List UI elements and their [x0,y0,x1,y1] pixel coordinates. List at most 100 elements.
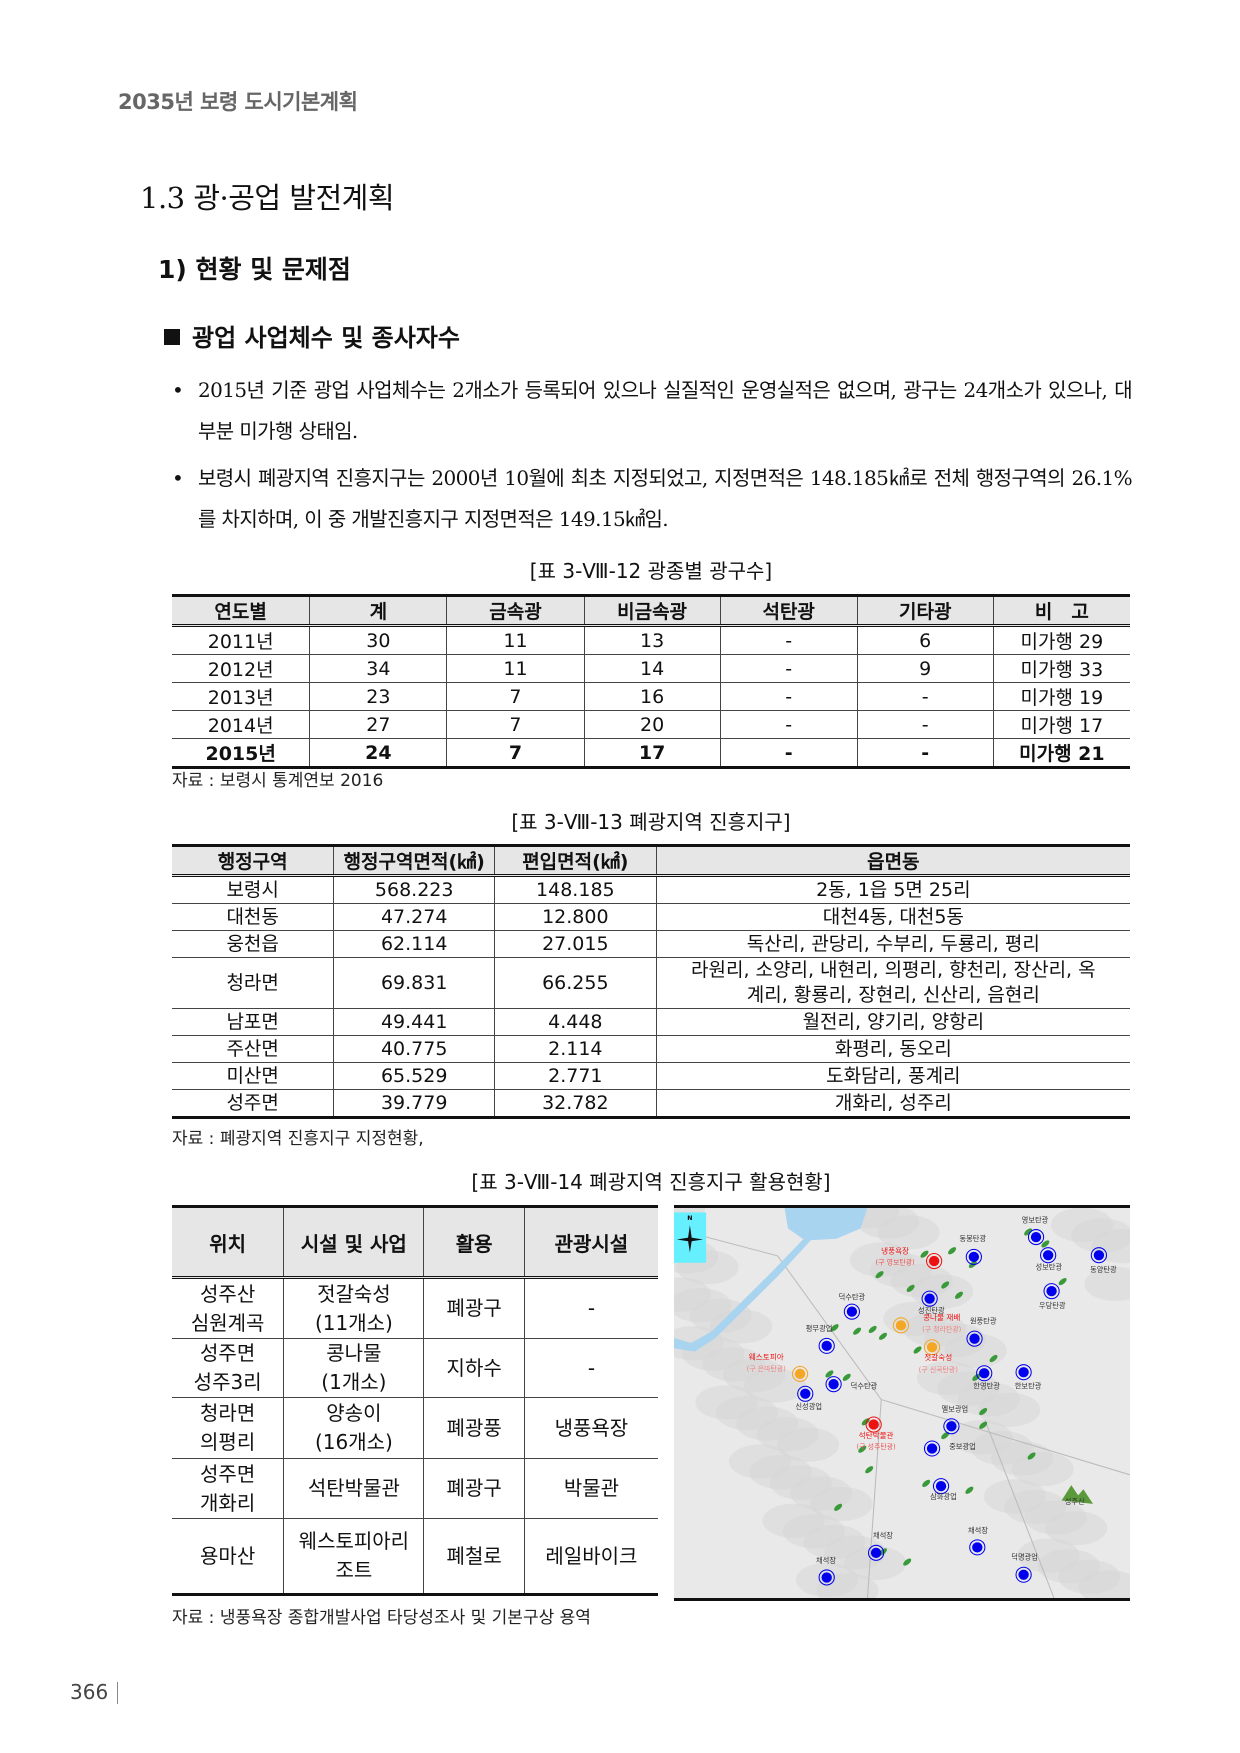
cell-line: 의평리 [200,1430,256,1454]
mine-marker [924,1293,935,1304]
mine-marker-ring [969,1539,986,1556]
forest-patch [830,1324,839,1332]
table-row: 2015년 24 7 17- - 미가행 21 [172,738,1130,769]
cell-line: 양송이 [326,1401,382,1425]
cell-line: 성주산 [200,1281,256,1306]
table-cell: 양송이 (16개소) [283,1397,425,1459]
table-cell: - [719,738,858,769]
cell-line: 성주면 [200,1461,256,1486]
mine-label: 중보광업 [949,1442,976,1451]
mine-label: 덕명광업 [1011,1552,1038,1561]
table1-source: 자료 : 보령시 통계연보 2016 [172,771,384,791]
mine-marker [821,1340,832,1351]
converted-site-marker-ring [923,1339,941,1356]
table-cell: 박물관 [523,1458,658,1519]
converted-site-marker-ring [865,1416,882,1433]
bullet-item: • 보령시 폐광지역 진흥지구는 2000년 10월에 최초 지정되었고, 지정… [172,458,1133,540]
forest-patch [842,1373,851,1381]
table-cell: 2012년 [172,654,311,683]
table-cell: 월전리, 양기리, 양항리 [655,1008,1130,1036]
terrain-shade [1017,1538,1080,1573]
table-cell: 도화담리, 풍계리 [655,1062,1130,1090]
table-cell: 주산면 [172,1035,335,1063]
mine-marker-ring [797,1385,814,1402]
mine-marker-ring [921,1290,938,1307]
table-cell: 미가행 33 [992,654,1130,683]
table-cell: 65.529 [333,1062,496,1090]
table-cell: 69.831 [333,957,496,1009]
table-cell: 용마산 [172,1518,285,1596]
table-cell: 청라면 의평리 [172,1397,285,1459]
mountain-icon [1061,1485,1094,1504]
table-cell: 66.255 [494,957,657,1009]
zone-map: N 영보탄광 동봉탄광 성보탄광 동양탄광 우당탄광 성진탄광 덕수탄광 원풍탄광 평무광업 한영탄… [642,1190,1154,1608]
converted-site-label: 석탄박물관 [859,1430,894,1440]
mine-label: 영보탄광 [1022,1216,1049,1225]
mine-marker [1046,1286,1057,1297]
table-cell: 남포면 [172,1008,335,1036]
cell-line: 석탄박물관 [307,1476,400,1500]
mine-label: 한보탄광 [1015,1381,1042,1390]
table-cell: 폐광구 [423,1277,525,1339]
zone-usage-table: 위치 시설 및 사업 활용 관광시설 성주산 심원계곡 젓갈숙성 (11개소) 폐광구 - 성주면 성… [172,1205,658,1596]
table-cell: 2동, 1읍 5면 25리 [655,875,1130,904]
table1-caption: [표 3-Ⅷ-12 광종별 광구수] [529,559,773,583]
column-header: 기타광 [856,594,994,627]
table-cell: 27.015 [494,930,657,958]
table-cell: 7 [446,710,585,739]
mine-marker-ring [818,1337,835,1354]
converted-site-label: 젓갈숙성 [924,1352,952,1362]
road-line [673,1228,1131,1599]
table-cell: 7 [446,738,585,769]
forest-patch [858,1445,867,1453]
terrain-shade [849,1242,913,1277]
bullet-item: • 2015년 기준 광업 사업체수는 2개소가 등록되어 있으나 실질적인 운… [172,370,1133,452]
table-cell: - [523,1338,658,1398]
compass-rose-icon [676,1225,704,1253]
converted-site-marker [895,1320,907,1331]
table-cell: 석탄박물관 [283,1458,425,1519]
column-header: 금속광 [446,594,585,627]
table-cell: 미가행 17 [992,710,1130,739]
table-cell: 14 [583,654,721,683]
table-cell: - [856,738,994,769]
table-cell: 40.775 [333,1035,496,1063]
table-row: 주산면 40.775 2.114 화평리, 동오리 [172,1035,1130,1063]
converted-site-sublabel: (구 성주탄광) [856,1442,896,1451]
converted-site-marker-ring [892,1317,910,1334]
mine-marker-ring [966,1330,983,1347]
table-cell: 23 [309,682,448,711]
mine-marker [935,1481,947,1492]
converted-site-sublabel: (구 청라탄광) [922,1325,962,1334]
table-row: 성주면 39.779 32.782 개화리, 성주리 [172,1089,1130,1119]
mine-label: 신성광업 [795,1402,822,1411]
mine-label: 채석장 [873,1531,893,1540]
forest-patch [920,1250,929,1258]
terrain-shade [728,1444,792,1479]
mine-label: 한영탄광 [973,1381,1000,1390]
bullet-dot-icon: • [172,466,184,490]
table-row: 청라면 69.831 66.255 라원리, 소양리, 내현리, 의평리, 향천리, … [172,957,1130,1009]
river [674,1237,813,1352]
table-cell: - [856,710,994,739]
table-cell: 7 [446,682,585,711]
forest-patch [989,1354,998,1363]
table-cell: 폐철로 [423,1518,525,1596]
table-cell: 미가행 29 [992,625,1130,655]
mine-marker-ring [976,1365,993,1382]
cell-line: (11개소) [314,1310,393,1335]
table-cell: 47.274 [333,903,496,931]
bullet-text: 보령시 폐광지역 진흥지구는 2000년 10월에 최초 지정되었고, 지정면적… [198,466,1133,531]
mine-marker-ring [965,1248,982,1265]
table-cell: 16 [583,682,721,711]
mine-marker-ring [825,1376,842,1393]
converted-site-sublabel: (구 신곡탄광) [919,1365,959,1374]
mine-marker-ring [818,1569,835,1586]
cell-line: 콩나물 [326,1341,382,1365]
table-cell: 34 [309,654,448,683]
cell-line: 성주면 [200,1341,256,1365]
column-header: 비금속광 [583,594,721,627]
table-cell: 웅천읍 [172,930,335,958]
cell-line: 용마산 [200,1543,256,1568]
converted-site-label: 웨스토피아 [749,1352,784,1362]
